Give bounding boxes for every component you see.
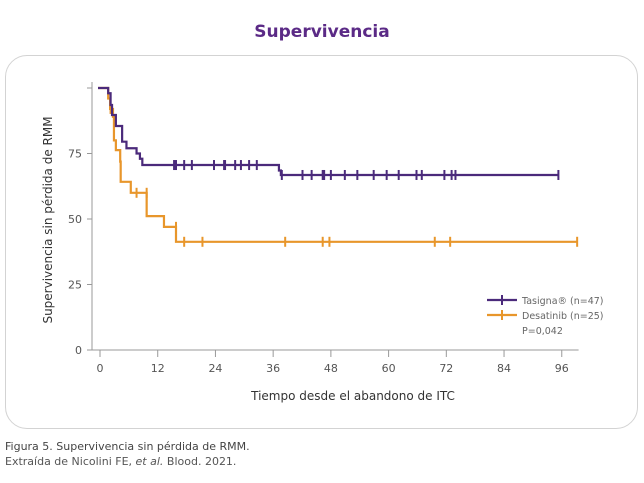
x-tick-label: 0 xyxy=(97,362,104,375)
x-tick-label: 12 xyxy=(151,362,165,375)
chart-frame xyxy=(5,55,638,429)
y-tick-label: 75 xyxy=(68,148,82,161)
source-italic: et al. xyxy=(135,455,164,468)
source-prefix: Extraída de Nicolini FE, xyxy=(5,455,136,468)
source-suffix: Blood. 2021. xyxy=(163,455,237,468)
x-tick-label: 24 xyxy=(208,362,222,375)
figure-caption: Figura 5. Supervivencia sin pérdida de R… xyxy=(5,440,250,453)
figure-source: Extraída de Nicolini FE, et al. Blood. 2… xyxy=(5,455,236,468)
x-tick-label: 36 xyxy=(266,362,280,375)
x-tick-label: 96 xyxy=(555,362,569,375)
y-axis-label: Supervivencia sin pérdida de RMM xyxy=(41,116,55,323)
x-tick-label: 84 xyxy=(497,362,511,375)
x-tick-label: 48 xyxy=(324,362,338,375)
x-tick-label: 60 xyxy=(382,362,396,375)
y-tick-label: 50 xyxy=(68,213,82,226)
y-tick-label: 0 xyxy=(75,344,82,357)
survival-curve xyxy=(98,86,559,177)
legend-label: Tasigna® (n=47) xyxy=(521,296,604,307)
legend-label: Desatinib (n=25) xyxy=(522,311,604,322)
y-tick-label: 25 xyxy=(68,279,82,292)
p-value: P=0,042 xyxy=(522,326,563,337)
chart-title: Supervivencia xyxy=(254,22,390,42)
x-tick-label: 72 xyxy=(439,362,453,375)
x-axis-label: Tiempo desde el abandono de ITC xyxy=(250,389,455,403)
